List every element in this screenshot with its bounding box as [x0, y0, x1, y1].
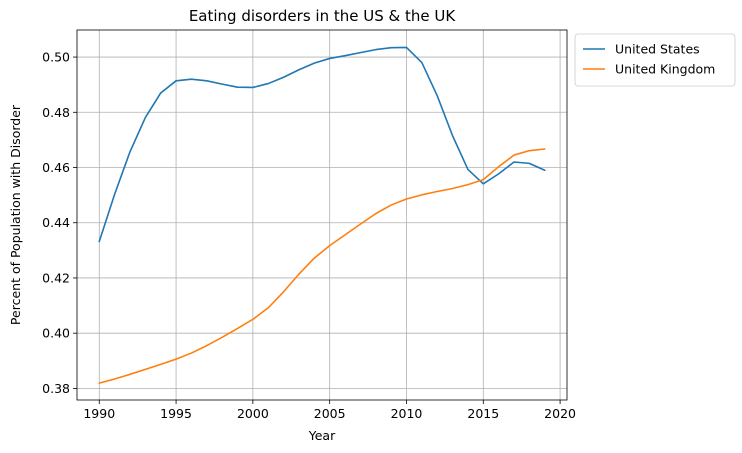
y-tick-label: 0.50 — [42, 50, 70, 65]
legend-label: United Kingdom — [615, 62, 715, 77]
y-tick-label: 0.46 — [42, 160, 70, 175]
chart-title: Eating disorders in the US & the UK — [189, 7, 457, 25]
series-lines — [98, 46, 546, 384]
x-tick-label: 1990 — [83, 406, 115, 421]
y-tick-label: 0.48 — [42, 105, 70, 120]
grid — [77, 30, 567, 400]
legend-label: United States — [615, 42, 700, 57]
legend: United States United Kingdom — [574, 33, 736, 87]
y-tick-label: 0.38 — [42, 381, 70, 396]
x-tick-label: 2015 — [467, 406, 499, 421]
y-tick-label: 0.40 — [42, 326, 70, 341]
y-tick-label: 0.44 — [42, 215, 70, 230]
x-tick-label: 2010 — [391, 406, 423, 421]
series-line-1 — [98, 46, 546, 243]
y-tick-label: 0.42 — [42, 270, 70, 285]
y-axis-label: Percent of Population with Disorder — [8, 104, 23, 325]
legend-box — [574, 33, 736, 87]
series-line-2 — [98, 148, 546, 384]
x-tick-label: 2000 — [237, 406, 269, 421]
y-axis-ticks: 0.38 0.40 0.42 0.44 0.46 0.48 0.50 — [42, 50, 77, 396]
plot-frame — [76, 29, 568, 401]
x-axis-ticks: 1990 1995 2000 2005 2010 2015 2020 — [83, 400, 576, 421]
x-axis-label: Year — [308, 428, 336, 443]
x-tick-label: 2005 — [314, 406, 346, 421]
x-tick-label: 2020 — [544, 406, 576, 421]
x-tick-label: 1995 — [160, 406, 192, 421]
